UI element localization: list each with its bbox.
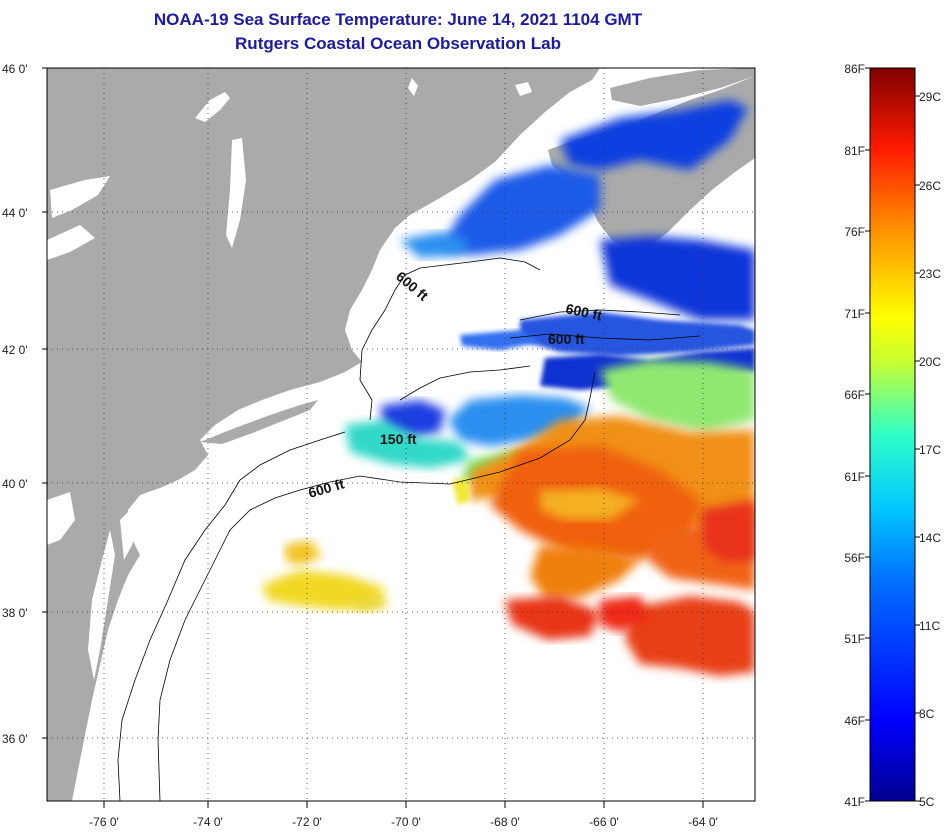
colorbar-c-label: 11C [919, 619, 940, 633]
colorbar-f-label: 51F [844, 632, 865, 646]
colorbar-f-label: 86F [844, 62, 865, 76]
colorbar-f-label: 46F [844, 714, 865, 728]
land-mass-us [47, 68, 600, 801]
graticule [47, 68, 755, 801]
lon-label: -76 0' [89, 815, 119, 829]
contour-label: 600 ft [564, 300, 603, 323]
contour-label: 600 ft [548, 331, 585, 347]
lon-label: -66 0' [589, 815, 619, 829]
lat-label: 42 0' [2, 343, 28, 357]
lon-label: -74 0' [193, 815, 223, 829]
longitude-labels: -76 0' -74 0' -72 0' -70 0' -68 0' -66 0… [89, 815, 718, 829]
colorbar-c-label: 17C [919, 443, 941, 457]
lat-label: 38 0' [2, 606, 28, 620]
bathymetry-contours [117, 257, 701, 801]
contour-label: 150 ft [380, 431, 417, 447]
colorbar-c-label: 14C [919, 531, 941, 545]
colorbar-c-label: 26C [919, 179, 941, 193]
map-title: NOAA-19 Sea Surface Temperature: June 14… [153, 10, 643, 29]
colorbar-c-label: 23C [919, 267, 941, 281]
colorbar-f-label: 41F [844, 795, 865, 809]
lon-label: -68 0' [490, 815, 520, 829]
colorbar-c-label: 29C [919, 90, 941, 104]
axis-ticks [42, 67, 704, 808]
latitude-labels: 36 0' 38 0' 40 0' 42 0' 44 0' 46 0' [2, 62, 28, 746]
sst-field [262, 100, 755, 676]
colorbar-c-label: 8C [919, 707, 935, 721]
lon-label: -72 0' [292, 815, 322, 829]
lon-label: -64 0' [688, 815, 718, 829]
colorbar-f-label: 61F [844, 470, 865, 484]
land-pei-region [610, 68, 755, 106]
lat-label: 40 0' [2, 477, 28, 491]
map-subtitle: Rutgers Coastal Ocean Observation Lab [235, 34, 561, 53]
lat-label: 46 0' [2, 62, 28, 76]
inland-water [47, 78, 532, 680]
colorbar-c-label: 20C [919, 355, 941, 369]
lon-label: -70 0' [391, 815, 421, 829]
colorbar-gradient [869, 67, 916, 802]
colorbar-f-label: 56F [844, 551, 865, 565]
colorbar-f-label: 76F [844, 225, 865, 239]
colorbar-f-label: 81F [844, 144, 865, 158]
colorbar-f-label: 71F [844, 307, 865, 321]
land-long-island [200, 400, 318, 444]
lat-label: 44 0' [2, 206, 28, 220]
colorbar-c-label: 5C [919, 795, 935, 809]
map-frame [46, 67, 756, 802]
colorbar: 86F 81F 76F 71F 66F 61F 56F 51F 46F 41F … [844, 62, 941, 809]
lat-label: 36 0' [2, 732, 28, 746]
colorbar-f-label: 66F [844, 388, 865, 402]
